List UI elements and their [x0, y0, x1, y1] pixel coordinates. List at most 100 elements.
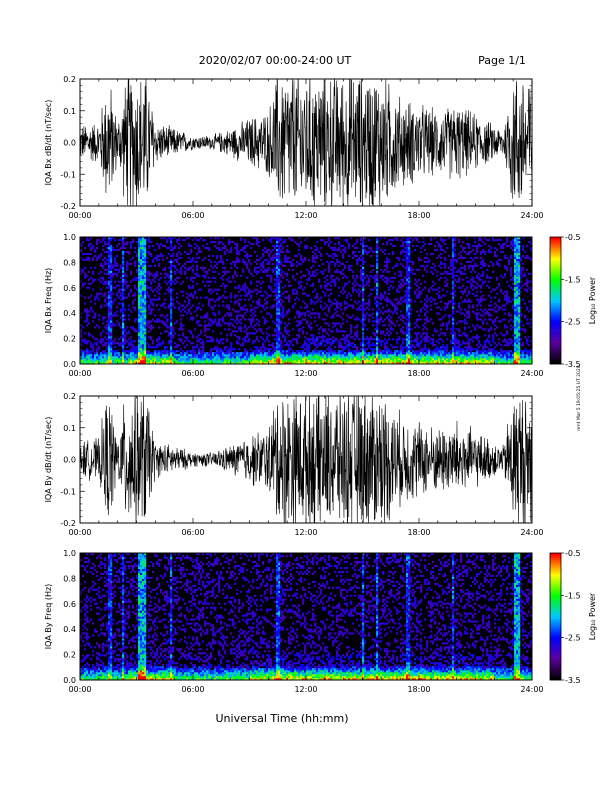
heatmap-cell [106, 269, 108, 271]
heatmap-cell [298, 287, 300, 289]
heatmap-cell [108, 251, 110, 253]
heatmap-cell [408, 255, 410, 257]
heatmap-cell [142, 312, 144, 314]
heatmap-cell [126, 281, 128, 283]
heatmap-cell [136, 350, 138, 352]
heatmap-cell [394, 277, 396, 279]
heatmap-cell [406, 350, 408, 352]
heatmap-cell [172, 299, 174, 301]
heatmap-cell [86, 320, 88, 322]
heatmap-cell [144, 295, 146, 297]
heatmap-cell [162, 322, 164, 324]
heatmap-cell [98, 356, 100, 358]
heatmap-cell [208, 285, 210, 287]
heatmap-cell [426, 348, 428, 350]
heatmap-cell [84, 350, 86, 352]
heatmap-cell [242, 344, 244, 346]
heatmap-cell [134, 263, 136, 265]
heatmap-cell [334, 283, 336, 285]
heatmap-cell [396, 265, 398, 267]
heatmap-cell [200, 267, 202, 269]
heatmap-cell [416, 350, 418, 352]
heatmap-cell [166, 320, 168, 322]
heatmap-cell [440, 332, 442, 334]
heatmap-cell [308, 354, 310, 356]
heatmap-cell [206, 297, 208, 299]
heatmap-cell [186, 253, 188, 255]
heatmap-cell [364, 358, 366, 360]
heatmap-cell [108, 255, 110, 257]
heatmap-cell [108, 308, 110, 310]
heatmap-cell [332, 342, 334, 344]
heatmap-cell [198, 249, 200, 251]
heatmap-cell [160, 352, 162, 354]
heatmap-cell [138, 283, 140, 285]
heatmap-cell [412, 263, 414, 265]
heatmap-cell [380, 354, 382, 356]
heatmap-cell [90, 352, 92, 354]
heatmap-cell [100, 289, 102, 291]
heatmap-cell [230, 348, 232, 350]
heatmap-cell [132, 352, 134, 354]
heatmap-cell [376, 316, 378, 318]
heatmap-cell [392, 245, 394, 247]
heatmap-cell [400, 352, 402, 354]
heatmap-cell [234, 263, 236, 265]
heatmap-cell [156, 255, 158, 257]
heatmap-cell [300, 350, 302, 352]
heatmap-cell [122, 360, 124, 362]
heatmap-cell [184, 354, 186, 356]
heatmap-cell [106, 283, 108, 285]
heatmap-cell [166, 241, 168, 243]
heatmap-cell [420, 259, 422, 261]
heatmap-cell [376, 310, 378, 312]
heatmap-cell [166, 326, 168, 328]
heatmap-cell [396, 308, 398, 310]
heatmap-cell [408, 344, 410, 346]
heatmap-cell [130, 289, 132, 291]
heatmap-cell [122, 275, 124, 277]
heatmap-cell [358, 358, 360, 360]
heatmap-cell [176, 259, 178, 261]
heatmap-cell [224, 273, 226, 275]
heatmap-cell [110, 285, 112, 287]
heatmap-cell [368, 279, 370, 281]
heatmap-cell [440, 297, 442, 299]
heatmap-cell [186, 304, 188, 306]
heatmap-cell [224, 328, 226, 330]
heatmap-cell [330, 348, 332, 350]
heatmap-cell [110, 279, 112, 281]
heatmap-cell [368, 340, 370, 342]
heatmap-cell [148, 344, 150, 346]
heatmap-cell [246, 265, 248, 267]
heatmap-cell [206, 273, 208, 275]
heatmap-cell [152, 356, 154, 358]
heatmap-cell [150, 326, 152, 328]
heatmap-cell [158, 320, 160, 322]
heatmap-cell [368, 308, 370, 310]
heatmap-cell [222, 352, 224, 354]
heatmap-cell [408, 267, 410, 269]
heatmap-cell [414, 358, 416, 360]
heatmap-cell [120, 239, 122, 241]
heatmap-cell [288, 360, 290, 362]
heatmap-cell [146, 322, 148, 324]
heatmap-cell [362, 273, 364, 275]
heatmap-cell [116, 293, 118, 295]
heatmap-cell [170, 263, 172, 265]
heatmap-cell [204, 297, 206, 299]
heatmap-cell [260, 265, 262, 267]
heatmap-cell [314, 356, 316, 358]
heatmap-cell [342, 253, 344, 255]
heatmap-cell [322, 340, 324, 342]
heatmap-cell [140, 297, 142, 299]
heatmap-cell [292, 344, 294, 346]
heatmap-cell [372, 332, 374, 334]
heatmap-cell [200, 316, 202, 318]
heatmap-cell [330, 241, 332, 243]
heatmap-cell [292, 293, 294, 295]
heatmap-cell [348, 245, 350, 247]
heatmap-cell [86, 287, 88, 289]
heatmap-cell [394, 358, 396, 360]
heatmap-cell [380, 275, 382, 277]
